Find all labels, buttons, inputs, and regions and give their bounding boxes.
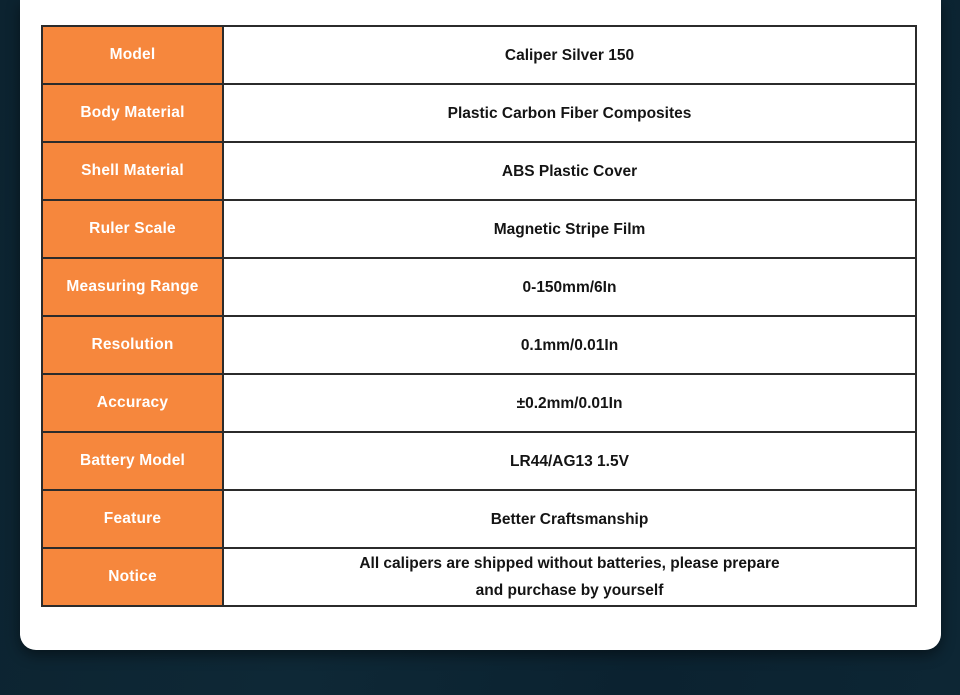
spec-label-cell: Measuring Range	[43, 259, 224, 315]
spec-row-notice: Notice All calipers are shipped without …	[43, 549, 915, 605]
spec-row-body-material: Body Material Plastic Carbon Fiber Compo…	[43, 85, 915, 143]
spec-row-resolution: Resolution 0.1mm/0.01In	[43, 317, 915, 375]
spec-value-cell: Plastic Carbon Fiber Composites	[447, 104, 692, 122]
spec-value-cell: Magnetic Stripe Film	[493, 220, 646, 238]
notice-line-1: All calipers are shipped without batteri…	[359, 555, 780, 572]
spec-value-cell: ±0.2mm/0.01In	[516, 394, 623, 412]
spec-row-battery-model: Battery Model LR44/AG13 1.5V	[43, 433, 915, 491]
notice-line-2: and purchase by yourself	[475, 582, 664, 599]
spec-card: Model Caliper Silver 150 Body Material P…	[20, 0, 941, 650]
spec-value-cell: Better Craftsmanship	[490, 510, 649, 528]
spec-value-cell: ABS Plastic Cover	[501, 162, 638, 180]
spec-row-measuring-range: Measuring Range 0-150mm/6In	[43, 259, 915, 317]
spec-label-cell: Shell Material	[43, 143, 224, 199]
spec-label-cell: Resolution	[43, 317, 224, 373]
spec-row-feature: Feature Better Craftsmanship	[43, 491, 915, 549]
spec-value-cell: 0.1mm/0.01In	[520, 336, 619, 354]
spec-label-cell: Model	[43, 27, 224, 83]
spec-label-cell: Feature	[43, 491, 224, 547]
spec-row-model: Model Caliper Silver 150	[43, 27, 915, 85]
spec-value-cell: Caliper Silver 150	[504, 46, 635, 64]
spec-label-cell: Notice	[43, 549, 224, 605]
spec-row-shell-material: Shell Material ABS Plastic Cover	[43, 143, 915, 201]
spec-label-cell: Battery Model	[43, 433, 224, 489]
spec-label-cell: Ruler Scale	[43, 201, 224, 257]
spec-value-cell: All calipers are shipped without batteri…	[224, 549, 915, 605]
spec-label-cell: Body Material	[43, 85, 224, 141]
spec-value-cell: 0-150mm/6In	[522, 278, 617, 296]
spec-row-ruler-scale: Ruler Scale Magnetic Stripe Film	[43, 201, 915, 259]
spec-value-cell: LR44/AG13 1.5V	[510, 452, 629, 470]
spec-label-cell: Accuracy	[43, 375, 224, 431]
spec-row-accuracy: Accuracy ±0.2mm/0.01In	[43, 375, 915, 433]
specification-table: Model Caliper Silver 150 Body Material P…	[41, 25, 917, 607]
